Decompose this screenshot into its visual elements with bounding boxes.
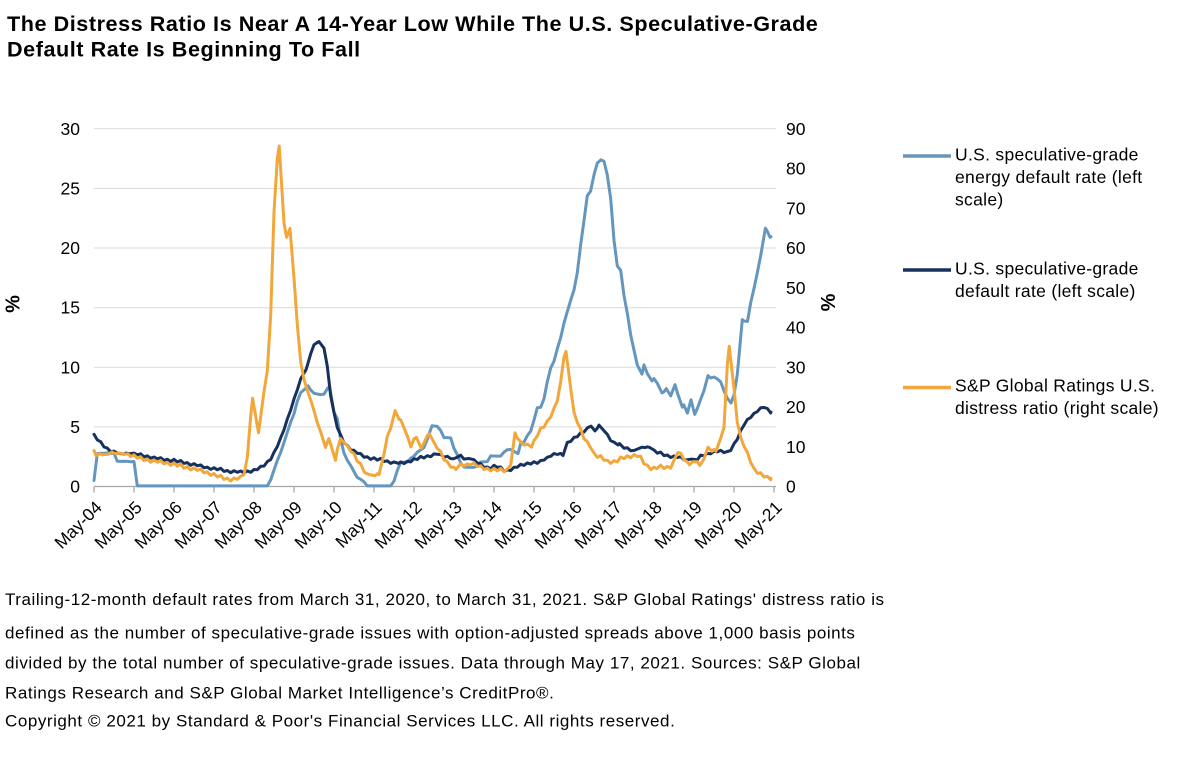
svg-text:90: 90 [786,119,806,139]
svg-text:20: 20 [786,397,806,417]
svg-text:10: 10 [786,437,806,457]
svg-text:U.S. speculative-grade: U.S. speculative-grade [955,259,1139,279]
svg-text:30: 30 [786,357,806,377]
svg-text:70: 70 [786,198,806,218]
svg-text:50: 50 [786,278,806,298]
svg-text:divided by the total number of: divided by the total number of speculati… [5,654,861,673]
svg-text:S&P Global Ratings U.S.: S&P Global Ratings U.S. [955,376,1155,396]
svg-text:25: 25 [61,178,80,198]
svg-text:Trailing-12-month default rate: Trailing-12-month default rates from Mar… [5,590,885,609]
svg-text:5: 5 [70,417,80,437]
svg-text:20: 20 [61,238,81,258]
svg-text:energy default rate (left: energy default rate (left [955,167,1142,187]
svg-text:The Distress Ratio Is Near A 1: The Distress Ratio Is Near A 14-Year Low… [7,11,818,36]
svg-text:Copyright © 2021 by Standard &: Copyright © 2021 by Standard & Poor's Fi… [5,712,675,731]
svg-text:defined as the number of specu: defined as the number of speculative-gra… [5,624,855,643]
svg-text:15: 15 [61,298,80,318]
svg-text:Default Rate Is Beginning To F: Default Rate Is Beginning To Fall [7,37,361,62]
svg-text:0: 0 [70,477,80,497]
svg-text:80: 80 [786,159,806,179]
svg-text:0: 0 [786,477,796,497]
svg-text:10: 10 [61,357,81,377]
svg-text:40: 40 [786,318,806,338]
svg-text:U.S. speculative-grade: U.S. speculative-grade [955,145,1139,165]
svg-text:default rate (left scale): default rate (left scale) [955,281,1136,301]
svg-text:30: 30 [61,119,81,139]
svg-text:distress ratio (right scale): distress ratio (right scale) [955,398,1159,418]
svg-text:60: 60 [786,238,806,258]
svg-text:Ratings Research and S&P Globa: Ratings Research and S&P Global Market I… [5,684,554,703]
svg-text:%: % [3,295,25,313]
svg-text:%: % [818,293,840,311]
svg-text:scale): scale) [955,189,1003,209]
